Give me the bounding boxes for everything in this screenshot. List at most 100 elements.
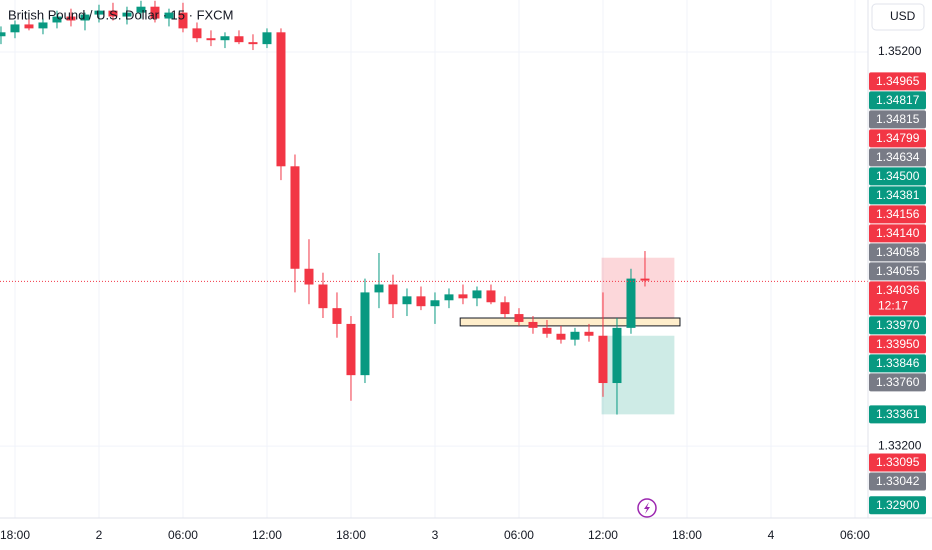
price-tag-label: 1.34815 bbox=[876, 112, 920, 126]
candle-body bbox=[458, 294, 468, 299]
candle-body bbox=[374, 284, 384, 293]
zone bbox=[459, 317, 681, 327]
price-tag-label: 1.33760 bbox=[876, 375, 920, 389]
price-tag-label: 1.34058 bbox=[876, 245, 920, 259]
price-tag bbox=[869, 472, 926, 491]
x-tick-label: 06:00 bbox=[168, 528, 198, 542]
candle-body bbox=[150, 6, 160, 19]
price-tag-label: 1.34055 bbox=[876, 264, 920, 278]
candle-body bbox=[598, 335, 608, 384]
candle-body bbox=[318, 284, 328, 309]
candle-body bbox=[542, 327, 552, 334]
candle-body bbox=[570, 331, 580, 340]
x-tick-label: 2 bbox=[96, 528, 103, 542]
candle-body bbox=[108, 10, 118, 17]
price-tag-label: 1.33846 bbox=[876, 356, 920, 370]
price-tag-label: 1.34036 bbox=[876, 283, 920, 297]
x-tick-label: 18:00 bbox=[0, 528, 30, 542]
candle-body bbox=[24, 24, 34, 29]
price-tag bbox=[869, 243, 926, 262]
candle-body bbox=[122, 12, 132, 17]
candle-body bbox=[556, 333, 566, 340]
currency[interactable]: USD bbox=[890, 9, 916, 23]
candle-body bbox=[402, 296, 412, 305]
price-tag-label: 1.33950 bbox=[876, 337, 920, 351]
x-tick-label: 4 bbox=[768, 528, 775, 542]
candle-body bbox=[416, 296, 426, 307]
x-tick-label: 06:00 bbox=[504, 528, 534, 542]
price-tag-label: 1.34381 bbox=[876, 188, 920, 202]
x-tick-label: 18:00 bbox=[672, 528, 702, 542]
candle-body bbox=[626, 278, 636, 328]
candle-body bbox=[80, 14, 90, 21]
x-tick-label: 12:00 bbox=[588, 528, 618, 542]
candle-body bbox=[430, 300, 440, 307]
candle-body bbox=[388, 284, 398, 305]
price-tag bbox=[869, 91, 926, 110]
price-tag bbox=[869, 167, 926, 186]
price-tag bbox=[869, 335, 926, 354]
price-tag-label: 1.34634 bbox=[876, 150, 920, 164]
price-tag bbox=[869, 496, 926, 515]
candle-body bbox=[640, 278, 650, 281]
candle-body bbox=[192, 28, 202, 39]
x-tick-label: 18:00 bbox=[336, 528, 366, 542]
candle-body bbox=[38, 22, 48, 29]
price-tag-label: 1.34817 bbox=[876, 93, 920, 107]
price-tag bbox=[869, 405, 926, 424]
candle-body bbox=[178, 12, 188, 29]
candle-body bbox=[304, 268, 314, 285]
candle-body bbox=[528, 321, 538, 328]
currency-button[interactable] bbox=[871, 3, 925, 31]
price-tag bbox=[869, 453, 926, 472]
candle-body bbox=[346, 323, 356, 376]
grid bbox=[0, 0, 868, 518]
candle-body bbox=[276, 32, 286, 167]
price-tag bbox=[869, 354, 926, 373]
price-tag-label: 1.33095 bbox=[876, 455, 920, 469]
candle-body bbox=[206, 38, 216, 41]
zone bbox=[601, 257, 675, 319]
candle-body bbox=[164, 12, 174, 19]
candle-body bbox=[52, 16, 62, 23]
candle-body bbox=[486, 290, 496, 303]
candle-body bbox=[10, 24, 20, 33]
price-tag bbox=[869, 129, 926, 148]
candle-body bbox=[220, 36, 230, 41]
candle-body bbox=[332, 308, 342, 324]
candle-body bbox=[262, 32, 272, 45]
price-tag-label: 1.33970 bbox=[876, 318, 920, 332]
price-tag-label: 1.34965 bbox=[876, 74, 920, 88]
candle-body bbox=[290, 166, 300, 269]
candle-body bbox=[500, 302, 510, 315]
candle-body bbox=[360, 292, 370, 376]
candle-body bbox=[136, 6, 146, 13]
price-tag-label: 1.34799 bbox=[876, 131, 920, 145]
price-tag bbox=[869, 316, 926, 335]
price-tag-label: 1.32900 bbox=[876, 498, 920, 512]
y-tick-label: 1.33200 bbox=[878, 438, 922, 452]
price-tag-label: 1.34140 bbox=[876, 226, 920, 240]
candle-body bbox=[444, 294, 454, 301]
price-tag-label: 1.33361 bbox=[876, 407, 920, 421]
candle-body bbox=[612, 327, 622, 384]
x-tick-label: 3 bbox=[432, 528, 439, 542]
price-tag bbox=[869, 373, 926, 392]
lightning-icon[interactable] bbox=[637, 498, 657, 518]
candle-body bbox=[472, 290, 482, 299]
candle-body bbox=[584, 331, 594, 336]
price-tag-label: 1.34156 bbox=[876, 207, 920, 221]
candles bbox=[0, 0, 650, 415]
candle-body bbox=[248, 42, 258, 45]
x-tick-label: 06:00 bbox=[840, 528, 870, 542]
price-tag bbox=[869, 148, 926, 167]
price-axis: 1.35200 1.33200 1.34965 1.34817 1.34815 1.347… bbox=[869, 44, 926, 515]
x-tick-label: 12:00 bbox=[252, 528, 282, 542]
price-tag bbox=[869, 281, 926, 316]
y-tick-label: 1.35200 bbox=[878, 44, 922, 58]
candle-body bbox=[514, 314, 524, 322]
price-tag bbox=[869, 224, 926, 243]
candle-body bbox=[234, 36, 244, 43]
